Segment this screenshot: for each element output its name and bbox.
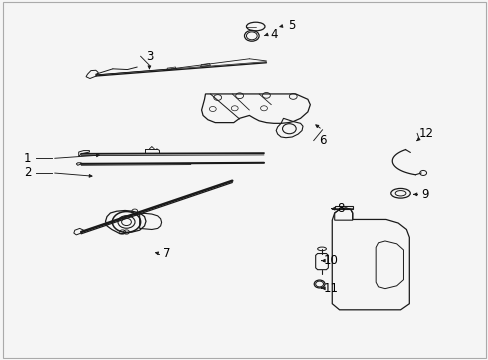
Text: 4: 4 — [269, 28, 277, 41]
Text: 8: 8 — [337, 202, 344, 215]
Text: 10: 10 — [323, 254, 338, 267]
Text: 1: 1 — [24, 152, 31, 165]
Text: 11: 11 — [323, 282, 338, 295]
Text: 6: 6 — [318, 134, 325, 147]
Text: 7: 7 — [163, 247, 170, 260]
Text: 3: 3 — [145, 50, 153, 63]
Text: 9: 9 — [420, 188, 428, 201]
Text: 5: 5 — [288, 19, 295, 32]
Text: 12: 12 — [418, 127, 432, 140]
Text: 2: 2 — [24, 166, 31, 179]
